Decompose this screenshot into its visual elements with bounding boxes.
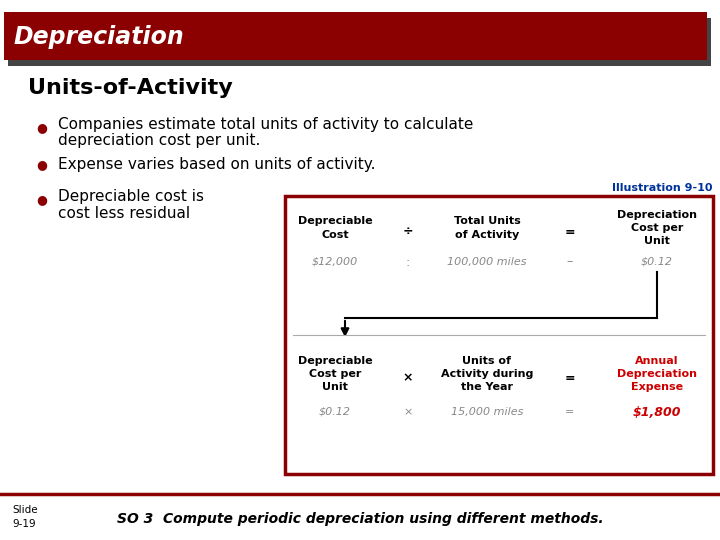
Text: Illustration 9-10: Illustration 9-10 xyxy=(611,183,712,193)
Text: Slide: Slide xyxy=(12,505,37,515)
Text: Depreciable
Cost per
Unit: Depreciable Cost per Unit xyxy=(297,356,372,392)
Text: cost less residual: cost less residual xyxy=(58,206,190,220)
Text: Units-of-Activity: Units-of-Activity xyxy=(28,78,233,98)
Text: Depreciable
Cost: Depreciable Cost xyxy=(297,217,372,240)
Text: Depreciation: Depreciation xyxy=(14,25,185,49)
Text: –: – xyxy=(567,255,573,268)
Text: ÷: ÷ xyxy=(402,226,413,239)
Text: =: = xyxy=(564,226,575,239)
Text: SO 3  Compute periodic depreciation using different methods.: SO 3 Compute periodic depreciation using… xyxy=(117,512,603,526)
Text: $1,800: $1,800 xyxy=(633,406,681,419)
Bar xyxy=(4,12,707,60)
Bar xyxy=(8,18,711,66)
Text: =: = xyxy=(565,407,575,417)
Text: $0.12: $0.12 xyxy=(319,407,351,417)
Text: =: = xyxy=(564,372,575,384)
Text: 9-19: 9-19 xyxy=(12,519,35,529)
Text: :: : xyxy=(406,255,410,268)
Text: Depreciation
Cost per
Unit: Depreciation Cost per Unit xyxy=(617,210,697,246)
Text: depreciation cost per unit.: depreciation cost per unit. xyxy=(58,132,261,147)
Bar xyxy=(285,196,713,474)
Text: $12,000: $12,000 xyxy=(312,257,358,267)
Text: $0.12: $0.12 xyxy=(641,257,673,267)
Text: Annual
Depreciation
Expense: Annual Depreciation Expense xyxy=(617,356,697,392)
Text: ●: ● xyxy=(37,159,48,172)
Text: 15,000 miles: 15,000 miles xyxy=(451,407,523,417)
Text: 100,000 miles: 100,000 miles xyxy=(447,257,527,267)
Text: Total Units
of Activity: Total Units of Activity xyxy=(454,217,521,240)
Text: ●: ● xyxy=(37,122,48,134)
Text: Units of
Activity during
the Year: Units of Activity during the Year xyxy=(441,356,534,392)
Text: Companies estimate total units of activity to calculate: Companies estimate total units of activi… xyxy=(58,117,473,132)
Text: ●: ● xyxy=(37,193,48,206)
Text: Depreciable cost is: Depreciable cost is xyxy=(58,190,204,205)
Text: Expense varies based on units of activity.: Expense varies based on units of activit… xyxy=(58,158,376,172)
Text: ×: × xyxy=(403,407,413,417)
Text: ×: × xyxy=(402,372,413,384)
